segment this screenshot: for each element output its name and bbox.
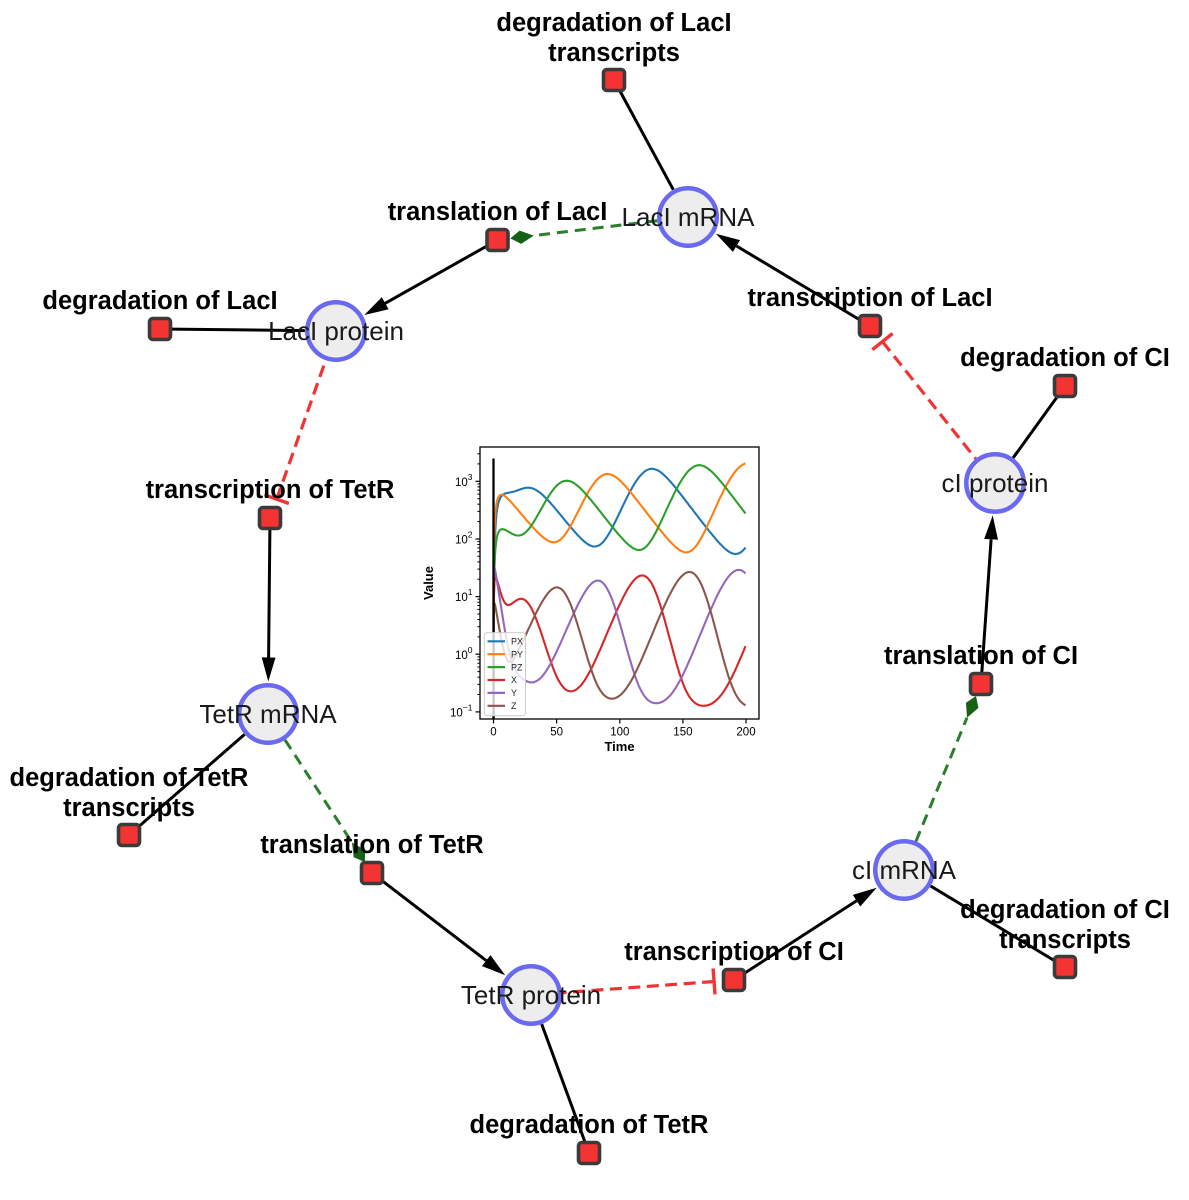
svg-text:translation of TetR: translation of TetR (260, 831, 483, 859)
svg-text:PX: PX (511, 637, 523, 647)
svg-text:TetR mRNA: TetR mRNA (199, 699, 337, 729)
svg-text:LacI protein: LacI protein (268, 316, 404, 346)
svg-text:150: 150 (673, 727, 692, 739)
svg-text:Time: Time (604, 739, 634, 754)
svg-text:degradation of CI: degradation of CI (960, 896, 1170, 924)
svg-text:transcription of CI: transcription of CI (624, 938, 844, 966)
svg-text:degradation of TetR: degradation of TetR (10, 764, 249, 792)
svg-text:translation of LacI: translation of LacI (388, 198, 608, 226)
svg-text:Y: Y (511, 688, 517, 698)
svg-text:transcripts: transcripts (63, 794, 195, 822)
svg-text:transcription of LacI: transcription of LacI (747, 284, 992, 312)
svg-text:200: 200 (736, 727, 755, 739)
svg-text:transcripts: transcripts (999, 926, 1131, 954)
svg-text:100: 100 (610, 727, 629, 739)
svg-text:transcription of TetR: transcription of TetR (146, 476, 395, 504)
svg-text:degradation of LacI: degradation of LacI (496, 9, 731, 37)
svg-text:Value: Value (421, 566, 436, 600)
svg-text:translation of CI: translation of CI (884, 642, 1078, 670)
svg-text:cI protein: cI protein (942, 468, 1049, 498)
svg-text:0: 0 (490, 727, 496, 739)
svg-text:PY: PY (511, 649, 523, 659)
svg-text:50: 50 (550, 727, 563, 739)
svg-text:transcripts: transcripts (548, 39, 680, 67)
svg-text:LacI mRNA: LacI mRNA (622, 202, 756, 232)
svg-text:PZ: PZ (511, 662, 523, 672)
svg-text:TetR protein: TetR protein (461, 980, 601, 1010)
svg-text:degradation of TetR: degradation of TetR (470, 1111, 709, 1139)
svg-text:X: X (511, 675, 517, 685)
svg-text:degradation of LacI: degradation of LacI (42, 287, 277, 315)
svg-text:Z: Z (511, 701, 517, 711)
svg-text:cI mRNA: cI mRNA (852, 855, 957, 885)
svg-text:degradation of CI: degradation of CI (960, 344, 1170, 372)
